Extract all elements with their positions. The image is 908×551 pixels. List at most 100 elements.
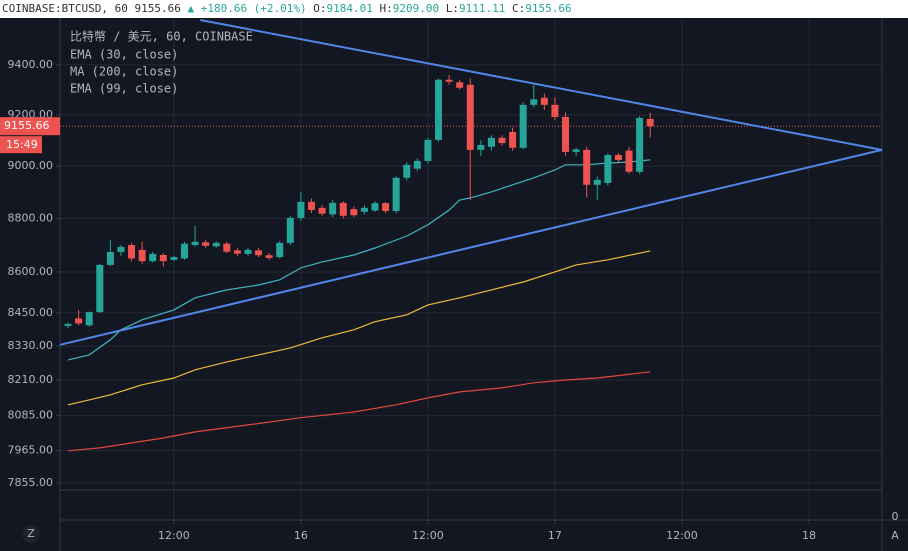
x-tick-label: 12:00 — [158, 529, 190, 542]
legend-entry: EMA (30, close) — [70, 48, 178, 62]
candle-body — [424, 139, 432, 161]
candle-body — [551, 104, 559, 117]
x-tick-label: 12:00 — [666, 529, 698, 542]
candle-body — [498, 137, 506, 143]
candle-body — [191, 241, 199, 246]
candle-body — [413, 160, 421, 169]
candle-body — [371, 203, 379, 211]
candle-body — [339, 202, 347, 216]
countdown-label: 15:49 — [6, 138, 38, 151]
candle-body — [382, 203, 390, 212]
x-tick-label: 18 — [802, 529, 816, 542]
candle-body — [223, 243, 231, 252]
last: 9155.66 — [134, 2, 181, 15]
candle-body — [646, 118, 654, 127]
candle-body — [138, 249, 146, 262]
candle-body — [244, 249, 252, 254]
indicator-line — [67, 371, 651, 452]
auto-scale-button[interactable]: A — [891, 529, 899, 542]
candle-body — [202, 242, 210, 246]
candle-body — [96, 264, 104, 313]
candle-body — [286, 217, 294, 243]
candle-body — [477, 144, 485, 150]
last-price-box — [0, 117, 60, 136]
candle-body — [625, 150, 633, 172]
candle-body — [159, 254, 167, 262]
h-label: H: — [379, 2, 393, 15]
change: +180.66 (+2.01%) — [200, 2, 307, 15]
indicator-line — [67, 250, 651, 406]
header: COINBASE:BTCUSD, 60 9155.66 ▲ +180.66 (+… — [0, 0, 908, 18]
last-price-label: 9155.66 — [4, 119, 50, 132]
candle-body — [540, 97, 548, 105]
candle-body — [636, 117, 644, 172]
h-value: 9209.00 — [392, 2, 440, 15]
candle-body — [149, 253, 157, 262]
y-tick-label: 9000.00 — [8, 159, 54, 172]
c-value: 9155.66 — [525, 2, 572, 15]
candle-body — [297, 201, 305, 218]
o-label: O: — [313, 2, 327, 15]
candle-body — [487, 137, 495, 147]
candle-body — [350, 209, 358, 216]
candle-body — [117, 246, 125, 252]
zoom-icon[interactable]: Z — [27, 527, 35, 540]
candle-body — [106, 251, 114, 265]
candle-body — [604, 155, 612, 183]
candle-body — [75, 318, 83, 324]
up-arrow: ▲ — [187, 2, 195, 15]
y-tick-label: 8210.00 — [8, 373, 54, 386]
y-tick-label: 8450.00 — [8, 306, 54, 319]
y-tick-label: 9400.00 — [8, 58, 54, 71]
y-tick-label: 7855.00 — [8, 476, 54, 489]
l-label: L: — [445, 2, 460, 15]
candle-body — [466, 84, 474, 150]
candle-body — [403, 164, 411, 178]
candle-body — [435, 79, 443, 140]
legend-entry: EMA (99, close) — [70, 82, 178, 96]
c-label: C: — [512, 2, 526, 15]
candle-body — [329, 202, 337, 215]
candle-body — [180, 243, 188, 259]
candle-body — [276, 242, 284, 258]
x-tick-label: 17 — [548, 529, 562, 542]
o-value: 9184.01 — [326, 2, 373, 15]
candle-body — [64, 323, 72, 326]
candle-body — [593, 179, 601, 185]
candle-body — [509, 131, 517, 148]
candle-body — [85, 312, 93, 326]
candle-body — [392, 177, 400, 212]
legend-entry: MA (200, close) — [70, 65, 178, 79]
y-tick-label: 8800.00 — [8, 211, 54, 224]
l-value: 9111.11 — [459, 2, 506, 15]
trendline — [59, 148, 883, 346]
candle-body — [445, 79, 453, 82]
candle-body — [360, 207, 368, 212]
candle-body — [583, 149, 591, 185]
candle-body — [530, 99, 538, 105]
pane2-label: 0 — [892, 510, 899, 523]
candle-body — [614, 155, 622, 160]
zoom-button[interactable] — [22, 525, 40, 543]
candle-body — [265, 255, 273, 258]
trendline — [200, 19, 883, 151]
y-tick-label: 8600.00 — [8, 265, 54, 278]
symbol: COINBASE:BTCUSD, 60 — [2, 2, 128, 15]
candle-body — [519, 104, 527, 148]
candle-body — [318, 207, 326, 214]
candle-body — [128, 245, 136, 259]
background — [0, 18, 908, 551]
candle-body — [307, 201, 315, 210]
candle-body — [255, 250, 263, 256]
candle-body — [212, 242, 220, 247]
candle-body — [456, 82, 464, 88]
x-tick-label: 16 — [294, 529, 308, 542]
legend-title: 比特幣 / 美元, 60, COINBASE — [70, 29, 253, 44]
countdown-box — [0, 136, 42, 154]
candle-body — [233, 250, 241, 254]
candle-body — [170, 257, 178, 260]
indicator-line — [67, 159, 651, 361]
y-tick-label: 8085.00 — [8, 409, 54, 422]
